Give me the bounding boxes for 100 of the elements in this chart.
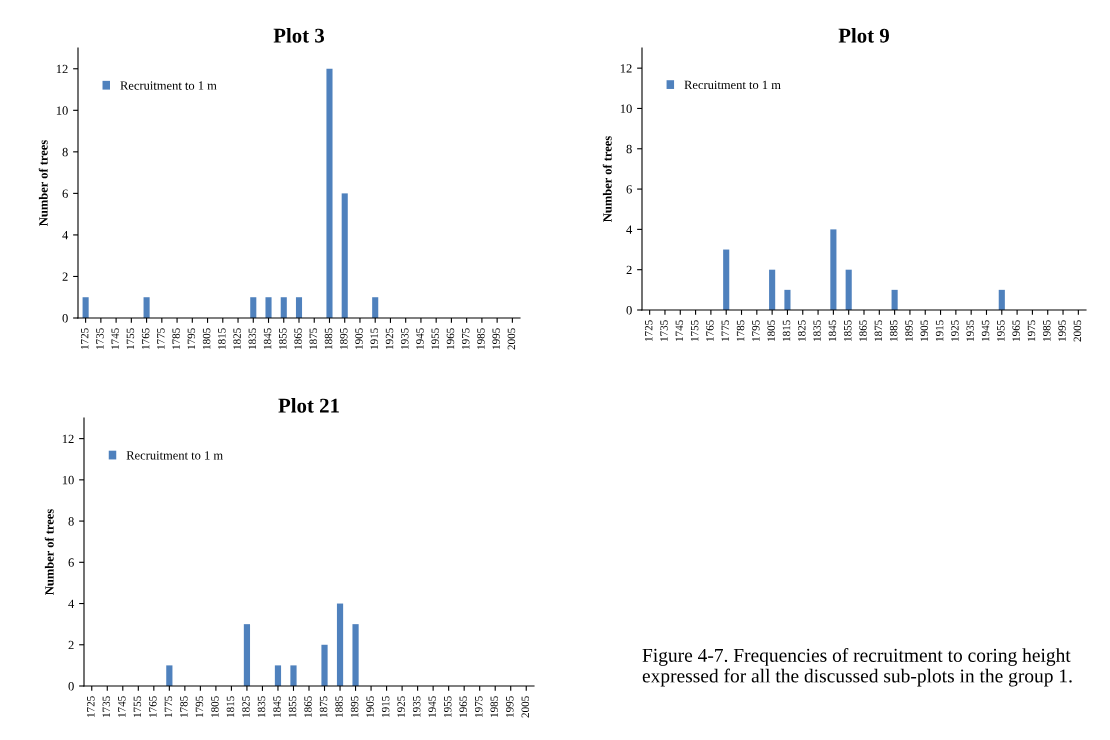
y-tick-label: 8 bbox=[626, 144, 632, 154]
legend-label: Recruitment to 1 m bbox=[120, 81, 217, 90]
x-tick-label: 2005 bbox=[521, 696, 530, 718]
bar bbox=[290, 665, 297, 686]
bar bbox=[280, 297, 287, 318]
chart-title: Plot 21 bbox=[278, 397, 339, 413]
x-tick-label: 1995 bbox=[492, 328, 500, 349]
x-tick-label: 1975 bbox=[475, 696, 483, 717]
x-tick-label: 1915 bbox=[935, 320, 944, 341]
x-tick-label: 1805 bbox=[202, 328, 211, 349]
x-tick-label: 1935 bbox=[412, 696, 421, 717]
x-tick-label: 1985 bbox=[1043, 320, 1051, 341]
x-tick-label: 1845 bbox=[828, 320, 837, 341]
x-tick-label: 1945 bbox=[416, 328, 424, 349]
y-tick-label: 10 bbox=[620, 104, 632, 113]
x-tick-label: 1845 bbox=[263, 328, 272, 349]
y-axis-title: Number of trees bbox=[602, 136, 612, 222]
y-tick-label: 10 bbox=[62, 475, 74, 485]
x-tick-label: 1755 bbox=[126, 328, 135, 349]
x-tick-label: 1895 bbox=[905, 320, 913, 341]
x-tick-label: 1795 bbox=[187, 328, 196, 349]
x-tick-label: 1835 bbox=[257, 696, 266, 717]
x-tick-label: 1925 bbox=[397, 696, 405, 717]
x-tick-label: 1815 bbox=[226, 696, 235, 717]
bar bbox=[243, 624, 251, 686]
x-tick-label: 1765 bbox=[149, 696, 157, 717]
bar bbox=[265, 297, 272, 318]
x-tick-label: 1865 bbox=[859, 320, 867, 341]
x-tick-label: 1995 bbox=[506, 696, 514, 717]
x-tick-label: 1935 bbox=[401, 328, 409, 349]
x-tick-label: 1765 bbox=[141, 328, 150, 349]
x-tick-label: 1755 bbox=[133, 696, 142, 717]
x-tick-label: 1825 bbox=[798, 320, 806, 341]
bar bbox=[830, 229, 837, 310]
x-tick-label: 1845 bbox=[273, 696, 281, 717]
x-tick-label: 1975 bbox=[1027, 320, 1036, 341]
x-tick-label: 1895 bbox=[340, 328, 348, 349]
x-tick-label: 1805 bbox=[211, 696, 219, 717]
x-tick-label: 1985 bbox=[477, 328, 485, 349]
x-tick-label: 1955 bbox=[997, 320, 1005, 341]
y-tick-label: 4 bbox=[62, 231, 69, 240]
bar bbox=[336, 603, 344, 686]
y-tick-label: 12 bbox=[56, 64, 68, 74]
x-tick-label: 1865 bbox=[294, 328, 302, 349]
x-tick-label: 1895 bbox=[350, 696, 359, 717]
x-tick-label: 1875 bbox=[319, 696, 328, 717]
x-tick-label: 1905 bbox=[920, 320, 929, 341]
x-tick-label: 1785 bbox=[172, 328, 180, 349]
bar bbox=[326, 68, 333, 318]
x-tick-label: 1885 bbox=[324, 328, 333, 349]
chart-title: Plot 9 bbox=[838, 27, 889, 43]
bar bbox=[82, 297, 89, 318]
y-tick-label: 12 bbox=[62, 434, 74, 443]
x-tick-label: 1815 bbox=[782, 320, 791, 341]
x-tick-label: 1825 bbox=[233, 328, 241, 349]
x-tick-label: 1805 bbox=[767, 320, 775, 341]
y-tick-label: 0 bbox=[62, 314, 68, 323]
x-tick-label: 1955 bbox=[431, 328, 439, 349]
bar bbox=[784, 289, 791, 310]
x-tick-label: 1945 bbox=[981, 320, 990, 341]
x-tick-label: 1935 bbox=[966, 320, 974, 341]
bar bbox=[274, 665, 282, 686]
x-tick-label: 1965 bbox=[459, 696, 467, 717]
x-tick-label: 1855 bbox=[288, 696, 297, 717]
bar bbox=[352, 624, 359, 686]
bar bbox=[891, 289, 898, 310]
x-tick-label: 1875 bbox=[874, 320, 883, 341]
chart-title: Plot 3 bbox=[273, 27, 325, 43]
x-tick-label: 1885 bbox=[889, 320, 898, 341]
x-tick-label: 1765 bbox=[706, 320, 714, 341]
x-tick-label: 1905 bbox=[366, 696, 374, 717]
y-tick-label: 0 bbox=[68, 682, 74, 691]
x-tick-label: 1945 bbox=[428, 696, 436, 717]
x-tick-label: 1775 bbox=[157, 328, 165, 349]
x-tick-label: 1785 bbox=[180, 696, 188, 717]
bar bbox=[341, 193, 348, 318]
y-axis-title: Number of trees bbox=[44, 509, 54, 595]
x-tick-label: 1735 bbox=[660, 320, 668, 341]
x-tick-label: 1745 bbox=[118, 696, 126, 717]
x-tick-label: 1735 bbox=[102, 696, 111, 717]
x-tick-label: 1915 bbox=[370, 328, 378, 349]
x-tick-label: 1735 bbox=[96, 328, 104, 349]
y-tick-label: 0 bbox=[626, 306, 632, 315]
x-tick-label: 1975 bbox=[461, 328, 470, 349]
bar bbox=[143, 297, 150, 318]
x-tick-label: 1855 bbox=[843, 320, 852, 341]
y-tick-label: 12 bbox=[620, 64, 632, 73]
y-tick-label: 10 bbox=[56, 106, 68, 115]
x-tick-label: 1755 bbox=[690, 320, 699, 341]
x-tick-label: 1875 bbox=[309, 328, 318, 349]
bar bbox=[845, 269, 852, 310]
x-tick-label: 1985 bbox=[490, 696, 498, 717]
x-tick-label: 1825 bbox=[242, 696, 250, 717]
x-tick-label: 1725 bbox=[644, 320, 653, 341]
x-tick-label: 1795 bbox=[752, 320, 760, 341]
legend-label: Recruitment to 1 m bbox=[126, 451, 223, 460]
x-tick-label: 1855 bbox=[279, 328, 287, 349]
y-tick-label: 6 bbox=[62, 189, 68, 198]
x-tick-label: 1785 bbox=[736, 320, 745, 341]
y-tick-label: 2 bbox=[68, 640, 74, 650]
